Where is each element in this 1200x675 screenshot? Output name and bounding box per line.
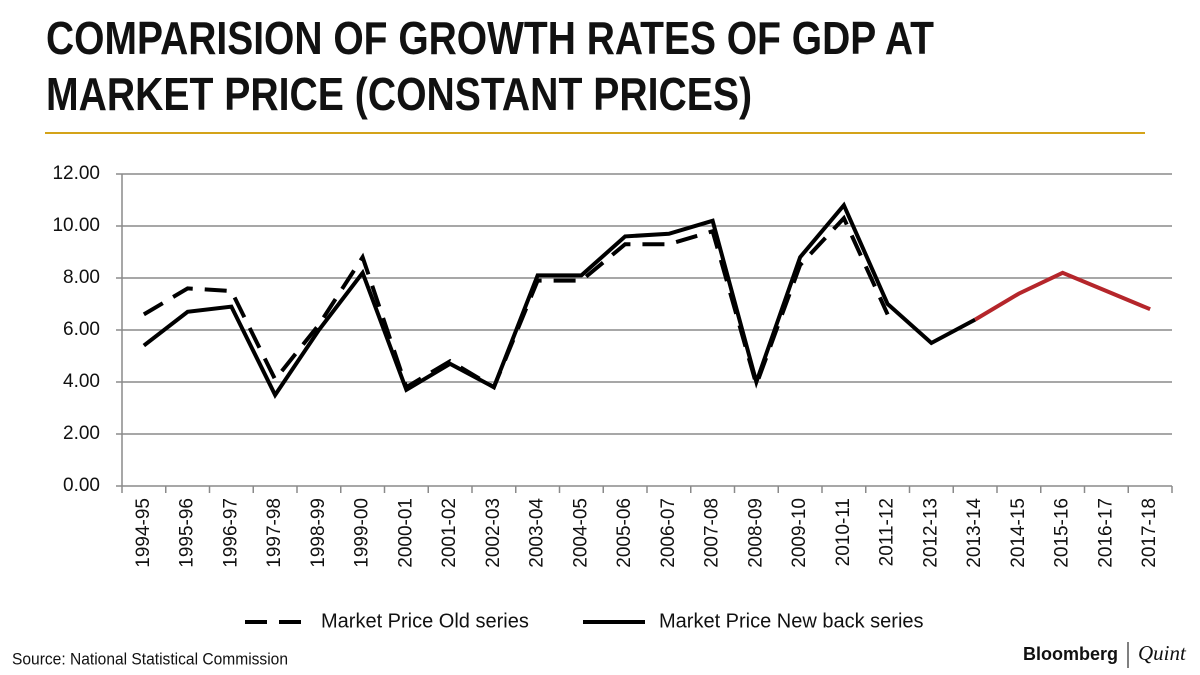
y-tick-label: 6.00 bbox=[63, 319, 100, 340]
x-tick-label: 1999-00 bbox=[352, 498, 373, 568]
brand: Bloomberg bbox=[1023, 644, 1118, 664]
x-tick-label: 1994-95 bbox=[133, 498, 154, 568]
chart-title: MARKET PRICE (CONSTANT PRICES) bbox=[46, 68, 752, 120]
y-tick-label: 2.00 bbox=[63, 423, 100, 444]
y-tick-label: 8.00 bbox=[63, 267, 100, 288]
x-tick-label: 1996-97 bbox=[220, 498, 241, 568]
line-series bbox=[974, 270, 1151, 322]
x-tick-label: 2015-16 bbox=[1052, 498, 1073, 568]
x-tick-label: 1995-96 bbox=[177, 498, 198, 568]
x-tick-label: 2014-15 bbox=[1008, 498, 1029, 568]
x-tick-label: 2011-12 bbox=[877, 498, 898, 566]
x-tick-label: 2008-09 bbox=[745, 498, 766, 568]
y-tick-label: 10.00 bbox=[52, 215, 100, 236]
x-tick-label: 2016-17 bbox=[1095, 498, 1116, 568]
x-tick-label: 2013-14 bbox=[964, 498, 985, 568]
legend-label: Market Price New back series bbox=[659, 610, 924, 632]
x-tick-label: 2001-02 bbox=[439, 498, 460, 568]
x-tick-label: 2006-07 bbox=[658, 498, 679, 568]
x-tick-label: 2000-01 bbox=[395, 498, 416, 568]
source: Source: National Statistical Commission bbox=[12, 649, 288, 668]
x-tick-label: 2012-13 bbox=[920, 498, 941, 568]
x-tick-label: 2010-11 bbox=[833, 498, 854, 566]
x-tick-label: 2017-18 bbox=[1139, 498, 1160, 568]
y-tick-label: 0.00 bbox=[63, 475, 100, 496]
brand: Quint bbox=[1138, 641, 1187, 665]
y-tick-label: 4.00 bbox=[63, 371, 100, 392]
x-tick-label: 1998-99 bbox=[308, 498, 329, 568]
x-tick-label: 2002-03 bbox=[483, 498, 504, 568]
line-series bbox=[142, 201, 977, 399]
x-tick-label: 2009-10 bbox=[789, 498, 810, 568]
legend-label: Market Price Old series bbox=[321, 610, 529, 632]
x-tick-label: 2003-04 bbox=[527, 498, 548, 568]
x-tick-label: 2005-06 bbox=[614, 498, 635, 568]
chart-title: COMPARISION OF GROWTH RATES OF GDP AT bbox=[46, 12, 934, 64]
x-tick-label: 1997-98 bbox=[264, 498, 285, 568]
x-tick-label: 2007-08 bbox=[702, 498, 723, 568]
x-tick-label: 2004-05 bbox=[570, 498, 591, 568]
y-tick-label: 12.00 bbox=[52, 163, 100, 184]
